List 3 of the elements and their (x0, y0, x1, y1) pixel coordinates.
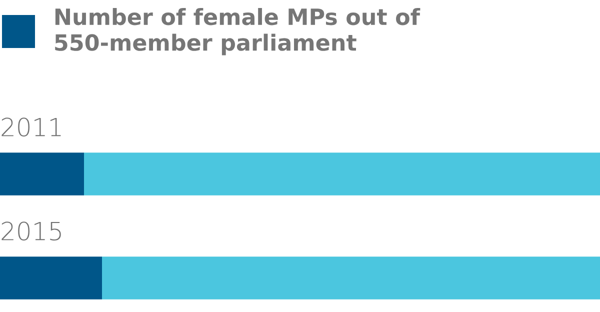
y-tick-label: 2011 (2, 118, 61, 137)
legend-label: Number of female MPs out of 550-member parliament (55, 8, 420, 56)
y-tick-label: 2015 (2, 222, 61, 241)
